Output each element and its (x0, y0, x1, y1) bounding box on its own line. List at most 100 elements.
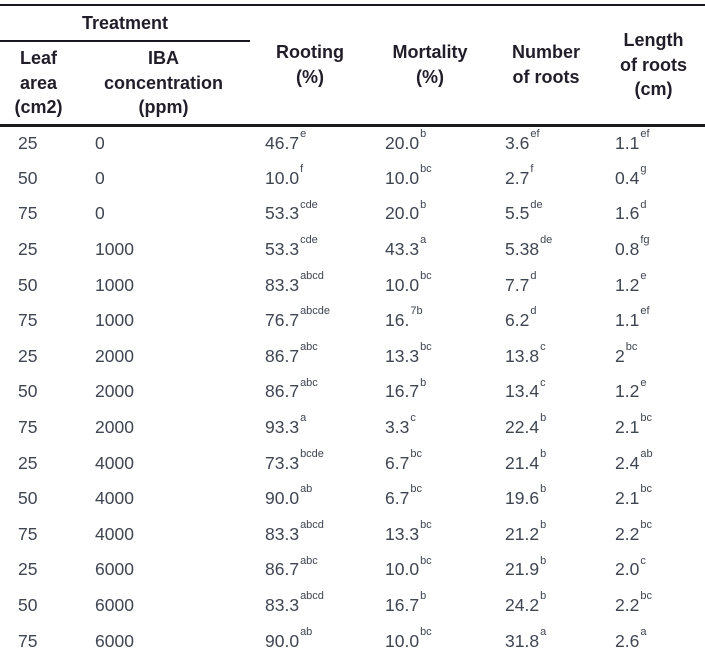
cell-value: 75 (18, 203, 38, 224)
cell-value: 25 (18, 239, 38, 260)
cell-value: 0.8 (615, 239, 640, 260)
table-cell: 13.3bc (370, 517, 490, 553)
cell-value: 73.3 (265, 452, 300, 473)
cell-superscript: b (420, 198, 427, 211)
cell-superscript: d (640, 198, 647, 211)
cell-value: 20.0 (385, 133, 420, 154)
column-header-number-of-roots: Number of roots (490, 5, 602, 127)
table-cell: 2000 (77, 410, 250, 446)
cell-value: 2000 (95, 417, 134, 438)
cell-superscript: b (540, 590, 547, 603)
table-cell: 20.0b (370, 125, 490, 161)
cell-value: 1.1 (615, 310, 640, 331)
cell-value: 1000 (95, 239, 134, 260)
cell-superscript: e (640, 269, 647, 282)
cell-superscript: b (540, 483, 547, 496)
cell-value: 75 (18, 523, 38, 544)
cell-value: 1.2 (615, 274, 640, 295)
table-cell: 6000 (77, 588, 250, 624)
table-cell: 10.0f (250, 161, 370, 197)
table-cell: 50 (0, 374, 77, 410)
cell-superscript: fg (640, 234, 650, 247)
treatment-table: Treatment Rooting (%) Mortality (%) Numb… (0, 4, 705, 659)
table-cell: 5.5de (490, 196, 602, 232)
cell-value: 13.3 (385, 345, 420, 366)
table-cell: 2.0c (602, 552, 705, 588)
table-cell: 50 (0, 161, 77, 197)
cell-superscript: abcd (300, 590, 324, 603)
cell-superscript: c (540, 376, 546, 389)
cell-value: 50 (18, 488, 38, 509)
cell-value: 76.7 (265, 310, 300, 331)
cell-superscript: abcd (300, 269, 324, 282)
table-cell: 2000 (77, 339, 250, 375)
table-cell: 10.0bc (370, 161, 490, 197)
table-cell: 21.2b (490, 517, 602, 553)
cell-value: 75 (18, 630, 38, 651)
cell-value: 4000 (95, 488, 134, 509)
cell-value: 86.7 (265, 559, 300, 580)
table-cell: 46.7e (250, 125, 370, 161)
table-cell: 6000 (77, 552, 250, 588)
cell-superscript: d (530, 269, 537, 282)
cell-value: 93.3 (265, 417, 300, 438)
table-cell: 83.3abcd (250, 517, 370, 553)
cell-superscript: e (640, 376, 647, 389)
cell-value: 6.7 (385, 488, 410, 509)
column-header-length-of-roots: Length of roots (cm) (602, 5, 705, 127)
cell-value: 31.8 (505, 630, 540, 651)
table-cell: 1.2e (602, 374, 705, 410)
table-cell: 1000 (77, 267, 250, 303)
table-header: Treatment Rooting (%) Mortality (%) Numb… (0, 5, 705, 127)
table-cell: 73.3bcde (250, 445, 370, 481)
cell-superscript: b (420, 376, 427, 389)
table-cell: 0 (77, 125, 250, 161)
table-row: 50 2000 86.7abc 16.7b 13.4c 1.2e (0, 374, 705, 410)
column-header-iba-concentration: IBA concentration (ppm) (77, 41, 250, 127)
table-cell: 83.3abcd (250, 267, 370, 303)
table-row: 50 1000 83.3abcd 10.0bc 7.7d 1.2e (0, 267, 705, 303)
table-cell: 1000 (77, 303, 250, 339)
table-cell: 21.9b (490, 552, 602, 588)
cell-superscript: abcd (300, 519, 324, 531)
cell-superscript: bc (420, 519, 432, 531)
table-cell: 24.2b (490, 588, 602, 624)
table-cell: 4000 (77, 517, 250, 553)
cell-value: 2.1 (615, 417, 640, 438)
table-cell: 25 (0, 232, 77, 268)
subheader-row: Leaf area (cm2) IBA concentration (ppm) (0, 41, 705, 127)
table-row: 25 1000 53.3cde 43.3a 5.38de 0.8fg (0, 232, 705, 268)
cell-superscript: ef (640, 305, 650, 318)
cell-value: 2.4 (615, 452, 640, 473)
cell-value: 2.6 (615, 630, 640, 651)
cell-value: 21.2 (505, 523, 540, 544)
cell-value: 25 (18, 559, 38, 580)
table-row: 25 0 46.7e 20.0b 3.6ef 1.1ef (0, 125, 705, 161)
cell-value: 4000 (95, 523, 134, 544)
table-cell: 2.7f (490, 161, 602, 197)
cell-superscript: b (540, 519, 547, 531)
table-cell: 2000 (77, 374, 250, 410)
table-cell: 0.8fg (602, 232, 705, 268)
cell-superscript: de (530, 198, 543, 211)
column-header-leaf-area: Leaf area (cm2) (0, 41, 77, 127)
table-cell: 25 (0, 125, 77, 161)
table-row: 50 6000 83.3abcd 16.7b 24.2b 2.2bc (0, 588, 705, 624)
cell-superscript: abc (300, 341, 318, 354)
table-cell: 2.2bc (602, 517, 705, 553)
table-cell: 53.3cde (250, 232, 370, 268)
table-cell: 83.3abcd (250, 588, 370, 624)
table-cell: 31.8a (490, 623, 602, 659)
cell-value: 10.0 (385, 630, 420, 651)
cell-value: 50 (18, 274, 38, 295)
table-cell: 25 (0, 552, 77, 588)
cell-superscript: cde (300, 234, 318, 247)
table-cell: 86.7abc (250, 552, 370, 588)
group-header-row: Treatment Rooting (%) Mortality (%) Numb… (0, 5, 705, 127)
table-cell: 10.0bc (370, 623, 490, 659)
cell-value: 75 (18, 417, 38, 438)
cell-superscript: bc (420, 554, 432, 567)
table-cell: 13.8c (490, 339, 602, 375)
table-cell: 1000 (77, 232, 250, 268)
table-cell: 16.7b (370, 588, 490, 624)
